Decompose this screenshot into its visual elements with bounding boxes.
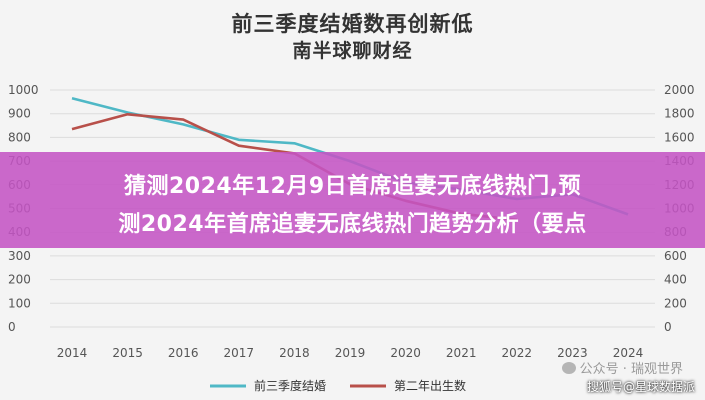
legend-label: 前三季度结婚 xyxy=(254,378,326,393)
x-tick-label: 2017 xyxy=(224,346,255,360)
chart-title: 前三季度结婚数再创新低 xyxy=(231,12,474,36)
wechat-watermark: 公众号 · 瑞观世界 xyxy=(561,358,683,377)
legend-label: 第二年出生数 xyxy=(394,378,466,393)
x-tick-label: 2020 xyxy=(390,346,421,360)
right-tick-label: 400 xyxy=(664,273,687,287)
x-tick-label: 2018 xyxy=(279,346,310,360)
wechat-watermark-text: 公众号 · 瑞观世界 xyxy=(579,362,683,377)
left-tick-label: 100 xyxy=(8,296,31,310)
right-tick-label: 2000 xyxy=(664,83,695,97)
left-tick-label: 1000 xyxy=(8,83,39,97)
right-tick-label: 200 xyxy=(664,296,687,310)
left-tick-label: 300 xyxy=(8,249,31,263)
legend: 前三季度结婚 第二年出生数 xyxy=(210,378,466,393)
left-tick-label: 200 xyxy=(8,273,31,287)
right-tick-label: 1600 xyxy=(664,130,695,144)
banner-line-1: 猜测2024年12月9日首席追妻无底线热门,预 xyxy=(123,174,581,199)
wechat-icon xyxy=(561,362,576,374)
x-tick-label: 2016 xyxy=(168,346,199,360)
right-tick-label: 1800 xyxy=(664,107,695,121)
x-tick-label: 2021 xyxy=(446,346,477,360)
left-tick-label: 900 xyxy=(8,107,31,121)
left-tick-label: 800 xyxy=(8,130,31,144)
right-tick-label: 600 xyxy=(664,249,687,263)
x-axis-ticks: 2014 2015 2016 2017 2018 2019 2020 2021 2022 2023… xyxy=(57,346,644,360)
x-tick-label: 2023 xyxy=(557,346,588,360)
x-tick-label: 2019 xyxy=(335,346,366,360)
chart-subtitle: 南半球聊财经 xyxy=(292,40,413,62)
x-tick-label: 2022 xyxy=(502,346,533,360)
sohu-watermark: 搜狐号@星球数据派 xyxy=(586,380,695,394)
right-tick-label: 0 xyxy=(664,320,672,334)
x-tick-label: 2024 xyxy=(613,346,644,360)
x-tick-label: 2015 xyxy=(112,346,143,360)
x-tick-label: 2014 xyxy=(57,346,88,360)
overlay-banner xyxy=(0,152,705,248)
left-tick-label: 0 xyxy=(8,320,16,334)
banner-line-2: 测2024年首席追妻无底线热门趋势分析（要点 xyxy=(118,212,587,237)
